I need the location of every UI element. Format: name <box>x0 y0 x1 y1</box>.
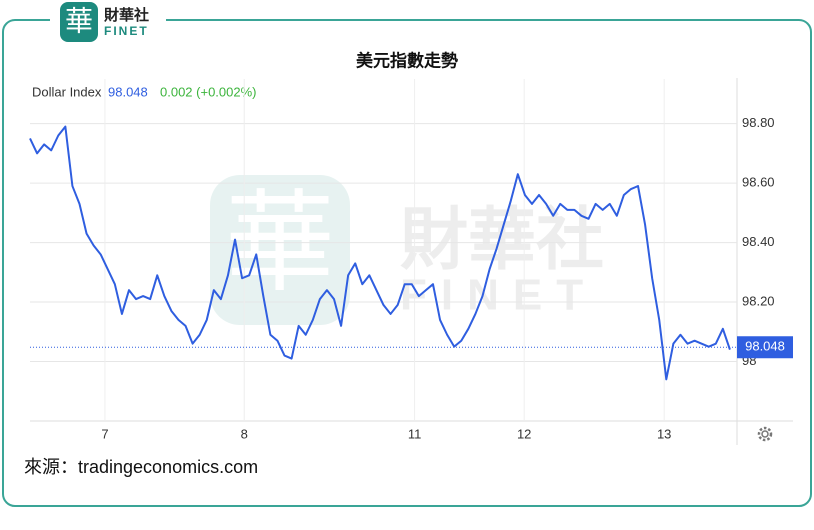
watermark: 華 財華社 FINET <box>210 175 604 325</box>
y-tick-label: 98.60 <box>742 175 775 190</box>
logo-badge <box>60 2 98 42</box>
watermark-badge <box>210 175 350 325</box>
y-tick-label: 98.80 <box>742 115 775 130</box>
logo-brand: FINET <box>104 24 149 38</box>
logo-mark: 華 <box>65 5 93 38</box>
last-value-label: 98.048 <box>745 339 785 354</box>
legend-label: Dollar Index <box>32 84 102 99</box>
settings-icon[interactable] <box>757 426 773 442</box>
chart-title: 美元指數走勢 <box>356 50 458 70</box>
x-tick-label: 12 <box>517 426 531 441</box>
x-tick-label: 13 <box>657 426 671 441</box>
gear-teeth <box>757 426 773 442</box>
watermark-name: 財華社 <box>400 202 604 278</box>
legend-value: 98.048 <box>108 84 148 99</box>
x-tick-label: 8 <box>241 426 248 441</box>
last-value-box <box>737 336 793 359</box>
y-tick-label: 98.40 <box>742 234 775 249</box>
gear-hub <box>761 430 769 438</box>
frame <box>2 19 812 507</box>
watermark-brand: FINET <box>400 271 597 320</box>
legend-change: 0.002 (+0.002%) <box>160 84 256 99</box>
x-tick-label: 11 <box>408 426 422 441</box>
logo-name: 財華社 <box>103 6 149 24</box>
line-series <box>29 125 731 381</box>
y-tick-label: 98.20 <box>742 293 775 308</box>
source: 來源：tradingeconomics.com <box>24 457 258 477</box>
x-tick-label: 7 <box>101 426 108 441</box>
